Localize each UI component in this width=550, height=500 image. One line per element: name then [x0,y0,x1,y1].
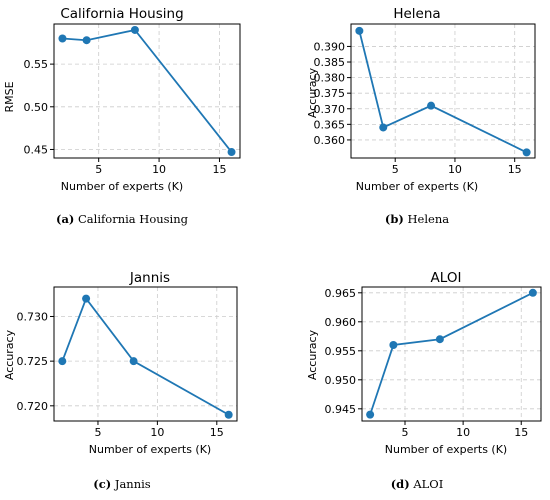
caption-text: California Housing [78,212,189,226]
x-axis-label: Number of experts (K) [356,180,478,193]
series-line [369,291,534,415]
subplot-helena: Helena Number of experts (K) Accuracy (b… [306,6,536,226]
y-tick-label: 0.380 [314,72,346,85]
data-point [82,36,91,45]
subplot-jannis: Jannis Number of experts (K) Accuracy (c… [3,270,238,491]
chart-title: Helena [393,6,440,22]
plot-area: 5 10 15 0.945 0.950 0.955 0.960 0.965 [325,286,542,439]
data-point [82,294,91,303]
y-axis-label: Accuracy [306,67,319,118]
series-line [358,30,528,154]
data-point [355,26,364,35]
plot-area: 5 10 15 0.720 0.725 0.730 [17,286,238,439]
caption-text: Helena [408,212,450,226]
x-tick-label: 15 [212,163,226,176]
data-point [389,341,398,350]
caption-tag: (c) [93,477,111,491]
y-tick-label: 0.945 [325,403,357,416]
y-tick-label: 0.950 [325,374,357,387]
caption-tag: (a) [56,212,74,226]
data-point [58,34,67,43]
y-axis-label: Accuracy [306,329,319,380]
x-axis-label: Number of experts (K) [385,443,507,456]
y-tick-label: 0.720 [17,400,49,413]
series-line [62,28,233,153]
axes-frame [361,286,542,422]
data-point [366,410,375,419]
caption: (d) ALOI [391,477,444,491]
chart-title: ALOI [431,270,462,286]
data-point [227,148,236,157]
data-point [129,357,138,366]
caption-text: Jannis [114,477,151,491]
x-tick-label: 10 [456,426,470,439]
plot-area: 5 10 15 0.360 0.365 0.370 0.375 0.380 0.385 0.390 [314,23,536,176]
y-tick-label: 0.55 [24,58,49,71]
y-tick-label: 0.390 [314,40,346,53]
y-tick-label: 0.965 [325,287,357,300]
x-axis-label: Number of experts (K) [61,180,183,193]
caption: (b) Helena [385,212,449,226]
y-tick-label: 0.375 [314,87,346,100]
data-point [130,25,139,34]
series-line [61,296,230,416]
x-tick-label: 15 [508,163,522,176]
caption-text: ALOI [412,477,443,491]
plot-area: 5 10 15 0.45 0.50 0.55 [24,23,241,176]
axes-frame [53,286,238,422]
data-point [522,148,531,157]
y-tick-label: 0.360 [314,134,346,147]
data-point [224,410,233,419]
y-tick-label: 0.955 [325,345,357,358]
x-tick-label: 5 [94,426,101,439]
x-axis-label: Number of experts (K) [89,443,211,456]
y-tick-label: 0.45 [24,143,49,156]
subplot-california-housing: California Housing Number of experts (K)… [3,6,241,226]
y-tick-label: 0.365 [314,118,346,131]
data-point [435,335,444,344]
x-tick-label: 15 [514,426,528,439]
chart-title: California Housing [60,6,183,22]
x-tick-label: 5 [402,426,409,439]
caption: (c) Jannis [93,477,151,491]
axes-frame [350,23,536,159]
y-axis-label: RMSE [3,81,16,112]
subplot-aloi: ALOI Number of experts (K) Accuracy (d) … [306,270,542,491]
y-axis-label: Accuracy [3,329,16,380]
data-point [58,357,67,366]
x-tick-label: 10 [448,163,462,176]
axes-frame [53,23,241,159]
x-tick-label: 10 [150,426,164,439]
data-point [528,288,537,297]
x-tick-label: 5 [392,163,399,176]
chart-title: Jannis [129,270,170,286]
caption-tag: (b) [385,212,404,226]
y-tick-label: 0.725 [17,355,49,368]
x-tick-label: 5 [95,163,102,176]
y-tick-label: 0.385 [314,56,346,69]
caption-tag: (d) [391,477,410,491]
data-point [379,123,388,132]
y-tick-label: 0.960 [325,316,357,329]
data-point [427,101,436,110]
x-tick-label: 10 [152,163,166,176]
y-tick-label: 0.730 [17,310,49,323]
caption: (a) California Housing [56,212,189,226]
x-tick-label: 15 [210,426,224,439]
y-tick-label: 0.370 [314,103,346,116]
y-tick-label: 0.50 [24,101,49,114]
